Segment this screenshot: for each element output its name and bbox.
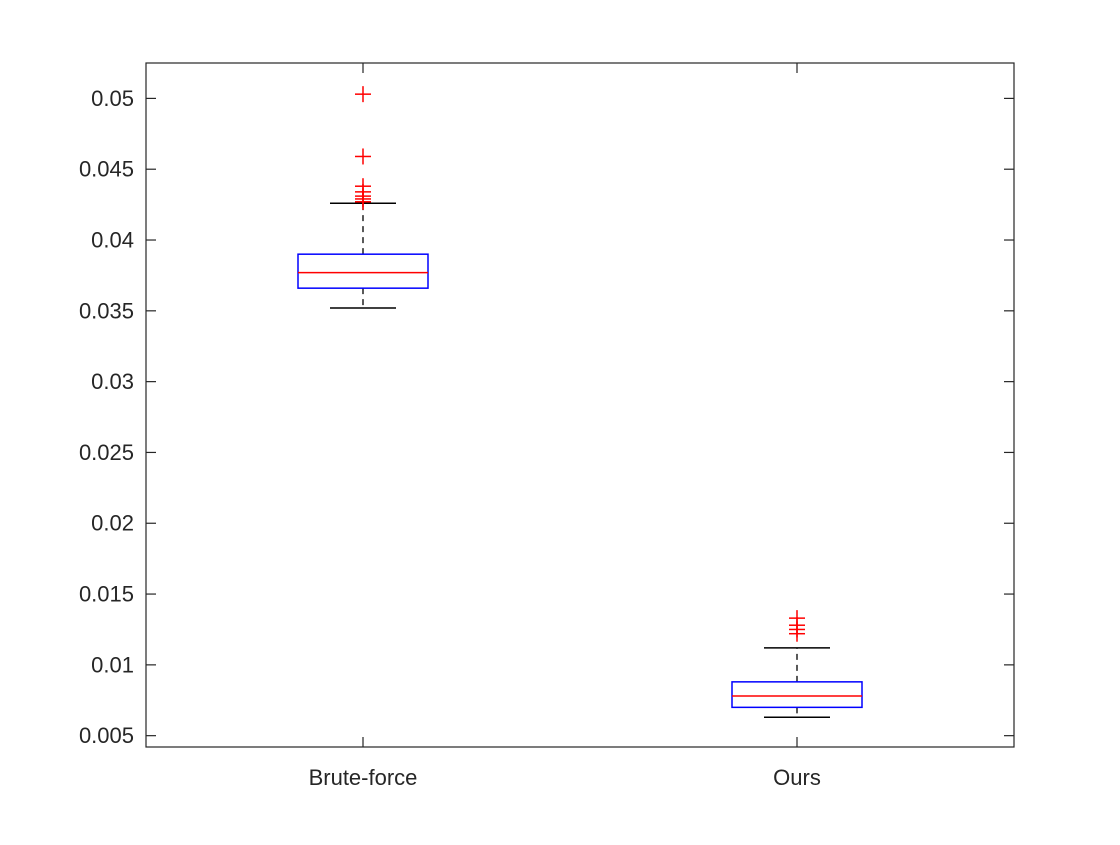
- outlier-marker: [355, 86, 371, 103]
- iqr-box: [297, 253, 429, 289]
- iqr-box: [731, 681, 863, 709]
- y-tick-label: 0.025: [79, 440, 134, 465]
- y-tick-label: 0.035: [79, 298, 134, 323]
- y-tick-label: 0.02: [91, 511, 134, 536]
- marks-layer: [297, 86, 863, 719]
- y-tick-label: 0.015: [79, 582, 134, 607]
- outlier-marker: [789, 625, 805, 642]
- axes-layer: 0.005 0.01 0.015 0.02 0.025 0.03 0.035 0.04 0.04…: [79, 62, 1015, 790]
- box-group: [297, 86, 429, 309]
- x-category-label: Ours: [773, 765, 821, 790]
- axes-frame: [145, 62, 1015, 748]
- y-tick-label: 0.005: [79, 723, 134, 748]
- y-tick-label: 0.01: [91, 652, 134, 677]
- y-tick-label: 0.04: [91, 228, 134, 253]
- outlier-marker: [355, 148, 371, 165]
- outlier-marker: [355, 193, 371, 210]
- plot-area-background: [146, 63, 1014, 747]
- x-category-label: Brute-force: [309, 765, 418, 790]
- y-tick-label: 0.03: [91, 369, 134, 394]
- y-tick-label: 0.05: [91, 86, 134, 111]
- box-group: [731, 610, 863, 719]
- y-tick-label: 0.045: [79, 157, 134, 182]
